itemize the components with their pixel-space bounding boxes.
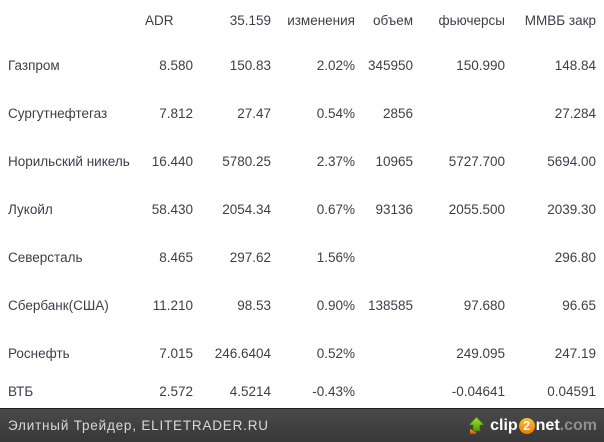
cell-futures (413, 89, 505, 137)
table-row: ВТБ 2.572 4.5214 -0.43% -0.04641 0.04591 (0, 377, 604, 408)
cell-micex: 296.80 (554, 249, 596, 265)
cell-futures: -0.04641 (451, 383, 505, 399)
logo-text-clip: clip (490, 416, 518, 434)
cell-change: -0.43% (312, 383, 355, 399)
cell-price: 246.6404 (214, 345, 271, 361)
table-header-row: ADR 35.159 изменения объем фьючерсы ММВБ закр (0, 0, 604, 41)
column-header: ADR (145, 13, 174, 28)
cell-change: 0.54% (316, 105, 355, 121)
table-row: Сбербанк(США) 11.210 98.53 0.90% 138585 97.68… (0, 281, 604, 329)
column-header: ММВБ закр (524, 13, 596, 28)
cell-name: Газпром (8, 57, 60, 73)
column-header: 35.159 (229, 13, 271, 28)
cell-volume: 93136 (375, 201, 413, 217)
logo-circle-2: 2 (518, 417, 535, 434)
footer-bar: Элитный Трейдер, ELITETRADER.RU clip 2 net… (0, 408, 604, 442)
cell-futures: 249.095 (456, 345, 505, 361)
cell-change: 0.52% (316, 345, 355, 361)
cell-adr: 7.015 (159, 345, 193, 361)
cell-price: 27.47 (237, 105, 271, 121)
table-row: Норильский никель 16.440 5780.25 2.37% 10965… (0, 137, 604, 185)
cell-name: Лукойл (8, 201, 53, 217)
cell-futures: 150.990 (456, 57, 505, 73)
table-row: Сургутнефтегаз 7.812 27.47 0.54% 2856 27.284 (0, 89, 604, 137)
cell-name: Сургутнефтегаз (8, 105, 108, 121)
cell-micex: 5694.00 (547, 153, 596, 169)
table-row: Лукойл 58.430 2054.34 0.67% 93136 2055.500 203… (0, 185, 604, 233)
column-header: изменения (287, 13, 355, 28)
cell-price: 98.53 (237, 297, 271, 313)
cell-micex: 27.284 (554, 105, 596, 121)
logo-text-net: net (535, 416, 560, 434)
cell-adr: 11.210 (152, 297, 193, 313)
cell-change: 2.37% (316, 153, 355, 169)
table-row: Северсталь 8.465 297.62 1.56% 296.80 (0, 233, 604, 281)
cell-futures: 2055.500 (448, 201, 505, 217)
column-header (0, 0, 145, 41)
cell-adr: 8.465 (159, 249, 193, 265)
cell-change: 2.02% (316, 57, 355, 73)
clip2net-logo-link[interactable]: clip 2 net .com (467, 416, 604, 435)
cell-name: Северсталь (8, 249, 83, 265)
cell-name: ВТБ (8, 383, 34, 399)
column-header: объем (372, 13, 413, 28)
cell-micex: 247.19 (554, 345, 596, 361)
cell-volume (355, 329, 413, 377)
footer-credit-text: Элитный Трейдер, ELITETRADER.RU (8, 418, 269, 433)
cell-micex: 0.04591 (547, 383, 596, 399)
cell-volume: 10965 (375, 153, 413, 169)
cell-change: 0.90% (316, 297, 355, 313)
cell-price: 5780.25 (222, 153, 271, 169)
cell-change: 0.67% (316, 201, 355, 217)
table-row: Газпром 8.580 150.83 2.02% 345950 150.990 148.… (0, 41, 604, 89)
column-header: фьючерсы (438, 13, 505, 28)
cell-price: 150.83 (229, 57, 271, 73)
cell-futures: 97.680 (463, 297, 505, 313)
adr-quotes-table: ADR 35.159 изменения объем фьючерсы ММВБ закр… (0, 0, 604, 408)
cell-adr: 7.812 (159, 105, 193, 121)
cell-change: 1.56% (316, 249, 355, 265)
cell-volume (355, 377, 413, 408)
cell-futures (413, 233, 505, 281)
cell-micex: 96.65 (562, 297, 596, 313)
cell-name: Роснефть (8, 345, 70, 361)
cell-micex: 148.84 (554, 57, 596, 73)
cell-volume: 345950 (367, 57, 413, 73)
cell-price: 2054.34 (222, 201, 271, 217)
cell-price: 4.5214 (229, 383, 271, 399)
logo-text-com: .com (559, 416, 597, 434)
cell-adr: 8.580 (159, 57, 193, 73)
cell-volume: 2856 (382, 105, 413, 121)
cell-adr: 2.572 (159, 383, 193, 399)
cell-volume (355, 233, 413, 281)
table-row: Роснефть 7.015 246.6404 0.52% 249.095 247.19 (0, 329, 604, 377)
cell-adr: 16.440 (151, 153, 193, 169)
cell-name: Сбербанк(США) (8, 297, 109, 313)
cell-name: Норильский никель (8, 153, 130, 169)
cell-micex: 2039.30 (547, 201, 596, 217)
cell-futures: 5727.700 (448, 153, 505, 169)
cell-price: 297.62 (229, 249, 271, 265)
upload-arrow-icon (468, 416, 485, 434)
cell-adr: 58.430 (151, 201, 193, 217)
cell-volume: 138585 (367, 297, 413, 313)
